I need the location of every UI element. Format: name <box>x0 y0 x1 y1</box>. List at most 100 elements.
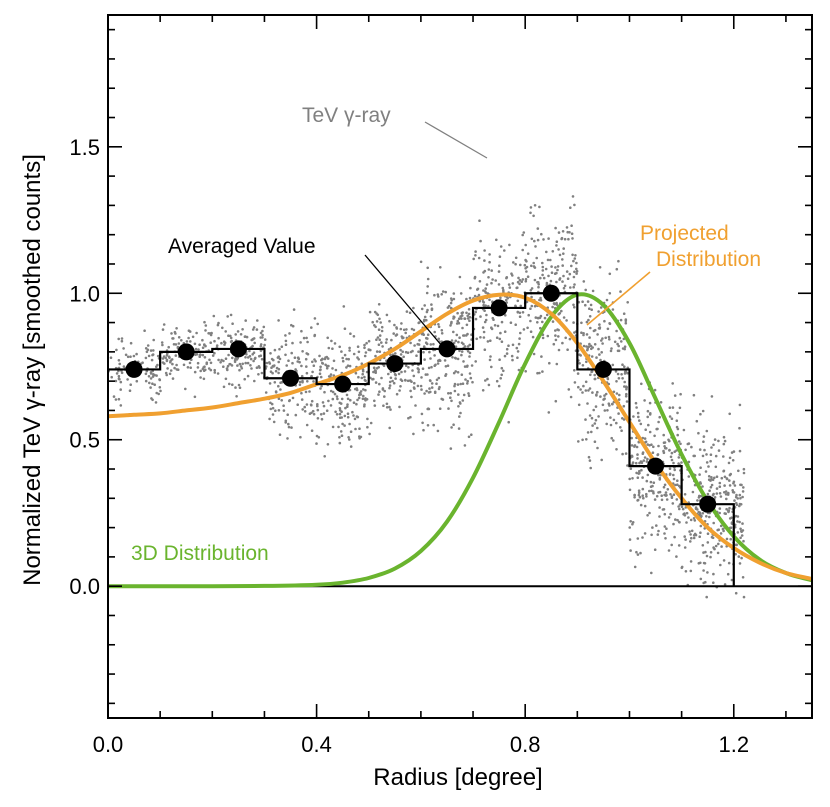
scatter-point <box>437 337 441 341</box>
scatter-point <box>608 292 612 295</box>
scatter-point <box>582 344 586 348</box>
scatter-point <box>298 360 301 364</box>
scatter-point <box>450 322 453 325</box>
scatter-point <box>742 471 746 475</box>
scatter-point <box>728 506 731 510</box>
scatter-point <box>318 354 321 358</box>
scatter-point <box>148 381 151 385</box>
scatter-point <box>428 350 431 354</box>
scatter-point <box>478 219 481 222</box>
scatter-point <box>587 389 590 392</box>
scatter-point <box>573 369 576 372</box>
scatter-point <box>457 321 461 325</box>
scatter-point <box>539 296 542 300</box>
scatter-point <box>729 537 732 541</box>
scatter-point <box>588 414 592 417</box>
y-tick-label: 0.0 <box>69 574 100 599</box>
scatter-point <box>713 438 717 441</box>
scatter-point <box>547 237 550 240</box>
scatter-point <box>534 316 538 319</box>
scatter-point <box>348 349 351 352</box>
scatter-point <box>657 444 660 448</box>
scatter-point <box>349 430 353 434</box>
scatter-point <box>462 342 465 346</box>
scatter-point <box>215 344 219 347</box>
scatter-point <box>310 374 313 378</box>
scatter-point <box>259 343 263 346</box>
scatter-point <box>730 578 734 582</box>
annotation-projected-line2: Distribution <box>656 248 761 271</box>
scatter-point <box>191 335 195 339</box>
scatter-point <box>241 328 244 331</box>
scatter-point <box>377 393 380 396</box>
scatter-point <box>515 346 519 350</box>
scatter-point <box>624 319 628 323</box>
scatter-point <box>316 408 320 412</box>
scatter-point <box>388 386 391 390</box>
scatter-point <box>464 378 467 381</box>
scatter-point <box>371 320 375 324</box>
scatter-point <box>485 283 489 286</box>
averaged-point <box>699 495 717 513</box>
scatter-point <box>575 272 578 275</box>
scatter-point <box>311 409 315 413</box>
scatter-point <box>633 444 637 447</box>
scatter-point <box>739 536 742 540</box>
scatter-point <box>352 335 356 338</box>
scatter-point <box>457 393 460 396</box>
scatter-point <box>639 503 643 507</box>
y-tick-label: 0.5 <box>69 428 100 453</box>
scatter-point <box>483 259 486 262</box>
scatter-point <box>359 393 363 396</box>
scatter-point <box>446 364 450 368</box>
scatter-point <box>286 413 290 417</box>
scatter-point <box>521 248 524 252</box>
averaged-point <box>125 360 143 378</box>
scatter-point <box>546 258 550 262</box>
scatter-point <box>691 490 695 494</box>
scatter-point <box>456 383 460 386</box>
scatter-point <box>288 332 291 335</box>
scatter-point <box>607 335 611 339</box>
scatter-point <box>742 539 745 543</box>
scatter-point <box>589 303 593 307</box>
scatter-point <box>731 459 735 462</box>
scatter-point <box>536 371 539 375</box>
scatter-point <box>457 340 460 344</box>
scatter-point <box>430 382 434 385</box>
scatter-point <box>412 386 416 389</box>
scatter-point <box>592 408 595 412</box>
scatter-point <box>711 493 715 497</box>
scatter-point <box>529 330 533 334</box>
scatter-point <box>518 337 521 340</box>
scatter-point <box>322 412 326 415</box>
scatter-point <box>615 421 618 425</box>
scatter-point <box>489 339 492 343</box>
scatter-point <box>385 313 389 317</box>
scatter-point <box>274 409 277 413</box>
scatter-point <box>710 476 713 479</box>
scatter-point <box>501 286 505 290</box>
scatter-point <box>312 364 316 368</box>
scatter-point <box>422 319 426 323</box>
scatter-point <box>430 386 434 389</box>
scatter-point <box>541 261 544 265</box>
scatter-point <box>624 395 628 398</box>
scatter-point <box>466 350 470 353</box>
scatter-point <box>711 478 715 482</box>
scatter-point <box>638 469 641 473</box>
scatter-point <box>712 572 715 576</box>
scatter-point <box>147 375 151 378</box>
scatter-point <box>229 340 233 344</box>
scatter-point <box>119 404 123 407</box>
scatter-point <box>563 284 567 288</box>
scatter-point <box>152 349 155 352</box>
scatter-point <box>338 412 342 416</box>
scatter-point <box>273 381 277 384</box>
scatter-point <box>693 532 697 536</box>
scatter-point <box>456 371 460 374</box>
scatter-point <box>522 231 526 234</box>
scatter-point <box>711 536 715 540</box>
scatter-point <box>177 336 181 339</box>
scatter-point <box>294 413 298 417</box>
